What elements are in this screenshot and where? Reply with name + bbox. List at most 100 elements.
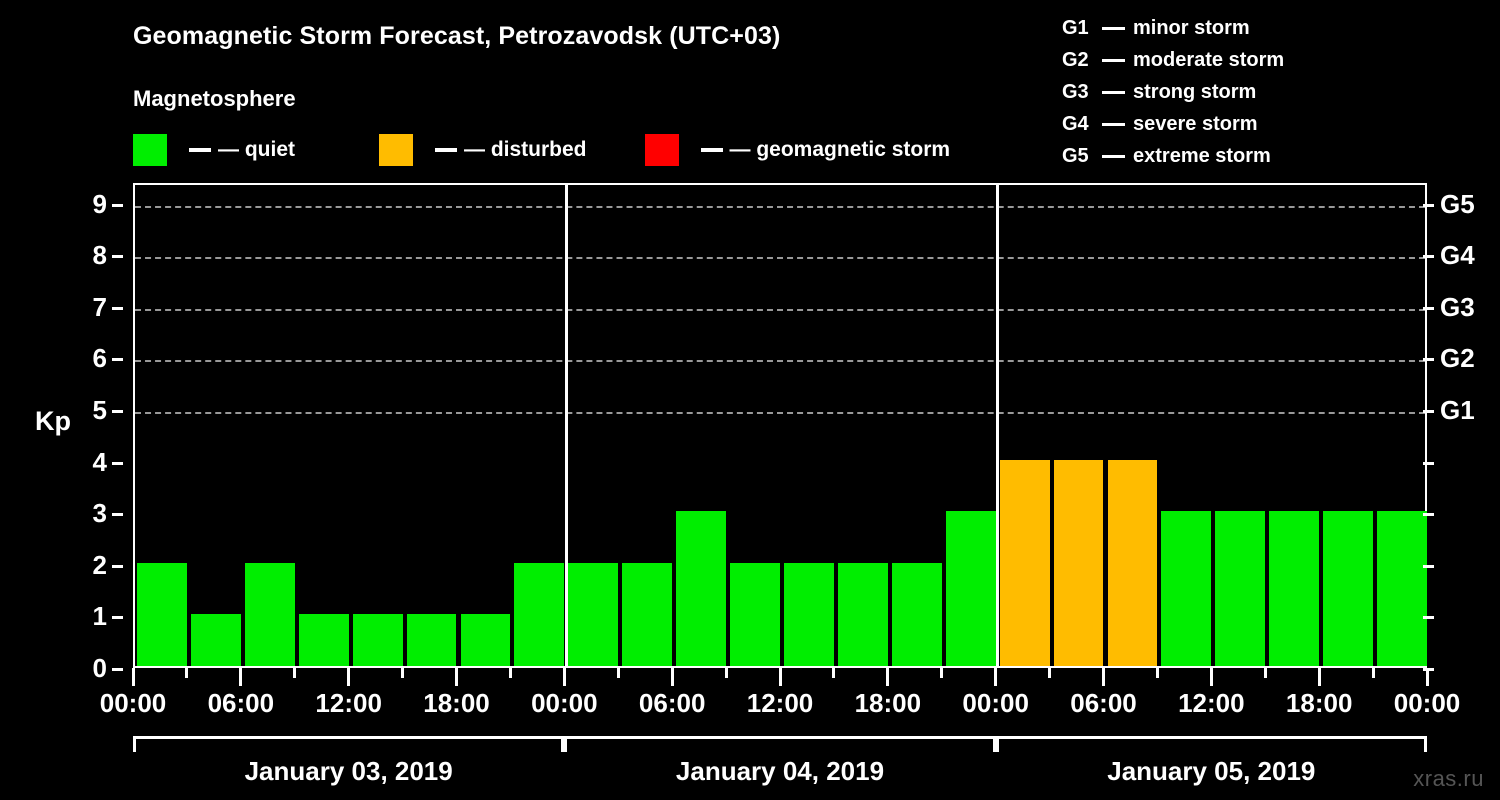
legend-dash-icon [189,148,211,152]
y-axis-right-gscale: G1 G2 G3 G4 G5 [1423,183,1498,671]
legend-item-storm: — geomagnetic storm [644,134,951,166]
gscale-tick-label: G4 [1440,240,1475,271]
color-legend: — quiet — disturbed — geomagnetic storm [133,133,950,167]
y-tick-mark [112,668,123,671]
x-tick-label: 00:00 [962,688,1029,718]
y-tick-mark-right [1423,306,1434,310]
gscale-tick-label: G3 [1440,291,1475,322]
legend-item-disturbed: — disturbed [379,134,587,166]
legend-item-quiet: — quiet [133,134,295,166]
legend-dash-icon [700,148,723,152]
x-tick-label: 12:00 [1178,688,1245,718]
x-tick-minor [185,668,189,678]
legend-dash-icon [1102,122,1125,126]
y-tick-mark [112,513,123,517]
gscale-code: G3 [1062,80,1089,103]
x-tick-major [886,668,890,686]
y-tick-label: 6 [92,343,107,374]
x-tick-label: 18:00 [854,688,922,718]
gscale-legend: G1 minor storm G2 moderate storm G3 stro… [1062,12,1482,172]
y-tick-mark [112,461,123,465]
bar-kp [891,562,942,666]
y-tick-label: 2 [92,549,107,580]
day-bracket [564,736,996,752]
x-tick-major [1317,668,1321,686]
x-tick-label: 18:00 [423,688,490,718]
x-tick-minor [293,668,297,678]
y-tick-mark-right [1423,668,1434,671]
gscale-code: G2 [1062,48,1089,71]
x-tick-minor [940,668,944,678]
y-tick-label: 4 [92,446,107,477]
bar-kp [244,562,295,666]
x-tick-minor [1371,668,1375,678]
gridline [135,257,1425,260]
y-tick-mark [112,410,123,414]
y-tick-label: 3 [92,498,107,529]
bar-kp [1215,511,1266,666]
gscale-row-g1: G1 minor storm [1062,12,1482,44]
y-tick-mark-right [1423,564,1434,568]
bar-kp [784,562,834,666]
gscale-desc: minor storm [1133,16,1250,39]
x-tick-minor [1263,668,1267,678]
x-tick-label: 06:00 [638,688,706,718]
day-separator [564,185,568,666]
y-tick-label: 9 [92,188,107,219]
chart-plot-area [133,183,1427,668]
gscale-desc: severe storm [1133,112,1258,135]
x-tick-minor [1155,668,1159,678]
y-tick-label: 0 [92,653,107,683]
gridline [135,412,1425,415]
section-label-magnetosphere: Magnetosphere [133,86,296,111]
gscale-code: G1 [1062,16,1089,39]
x-tick-label: 06:00 [1070,688,1137,718]
bar-kp [298,614,349,666]
x-tick-label: 00:00 [531,688,598,718]
y-tick-mark-right [1423,203,1434,207]
bar-kp [190,614,241,666]
day-label: January 03, 2019 [244,756,453,786]
x-tick-major [1209,668,1213,686]
x-tick-minor [401,668,405,678]
y-tick-label: 7 [92,291,107,322]
y-tick-mark-right [1423,358,1434,362]
x-tick-major [778,668,782,686]
legend-dash-icon [1102,154,1125,158]
bar-kp [1323,511,1374,666]
x-tick-major [562,668,566,686]
gscale-row-g5: G5 extreme storm [1062,140,1482,172]
x-tick-minor [1048,668,1052,678]
x-tick-label: 12:00 [315,688,382,718]
x-tick-label: 12:00 [746,688,814,718]
gscale-tick-label: G2 [1440,343,1475,374]
bar-kp [622,562,673,666]
gscale-row-g4: G4 severe storm [1062,108,1482,140]
bar-kp [1053,459,1104,666]
y-tick-label: 8 [92,240,107,271]
y-tick-mark [112,306,123,310]
x-tick-minor [616,668,620,678]
y-tick-mark-right [1423,255,1434,259]
bar-kp [730,562,780,666]
gscale-desc: strong storm [1133,80,1257,103]
y-tick-mark [112,358,123,362]
bar-kp [460,614,511,666]
x-tick-major [1102,668,1105,686]
y-axis-title: Kp [35,406,71,436]
bar-kp [1377,511,1427,666]
gscale-row-g2: G2 moderate storm [1062,44,1482,76]
legend-label-storm: — geomagnetic storm [729,138,951,161]
x-tick-label: 18:00 [1285,688,1353,718]
x-tick-major [670,668,674,686]
red-swatch-icon [644,134,679,166]
gscale-tick-label: G1 [1440,395,1475,426]
legend-label-disturbed: — disturbed [464,138,587,161]
bar-kp [999,459,1050,666]
y-tick-label: 5 [92,395,107,426]
gscale-desc: moderate storm [1133,48,1285,71]
legend-dash-icon [1102,26,1125,30]
bar-kp [837,562,888,666]
y-tick-mark [112,616,123,620]
watermark: xras.ru [1413,766,1484,791]
